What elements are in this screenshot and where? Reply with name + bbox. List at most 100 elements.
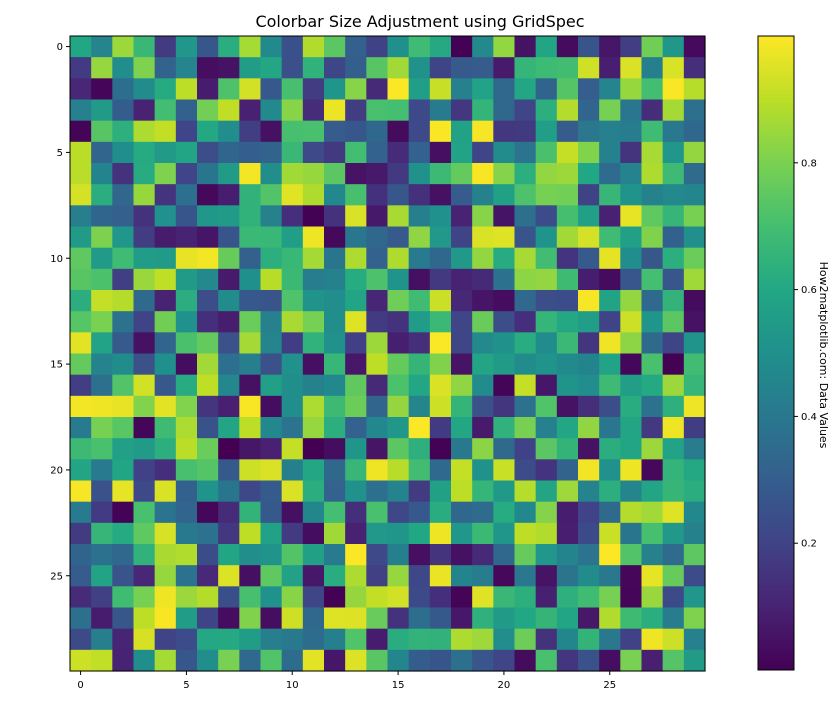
heatmap-cell [408, 544, 431, 566]
heatmap-cell [260, 565, 283, 587]
heatmap-cell [408, 522, 431, 545]
heatmap-cell [514, 99, 537, 122]
heatmap-cell [493, 99, 516, 122]
heatmap-cell [599, 205, 621, 228]
heatmap-cell [599, 480, 621, 503]
heatmap-cell [493, 607, 516, 630]
heatmap-cell [620, 78, 643, 101]
heatmap-cell [387, 459, 410, 482]
heatmap-cell [218, 565, 240, 587]
heatmap-cell [387, 332, 410, 355]
heatmap-cell [599, 565, 621, 587]
heatmap-cell [514, 226, 537, 249]
heatmap-cell [302, 438, 325, 460]
heatmap-cell [556, 205, 579, 228]
heatmap-cell [535, 649, 558, 672]
heatmap-cell [345, 586, 367, 609]
heatmap-cell [535, 290, 558, 312]
heatmap-cell [260, 586, 283, 609]
heatmap-cell [493, 501, 516, 524]
heatmap-cell [260, 522, 283, 545]
heatmap-cell [218, 57, 240, 79]
heatmap-cell [683, 628, 706, 651]
heatmap-cell [345, 290, 367, 312]
heatmap-cell [578, 501, 600, 524]
heatmap-cell [451, 268, 473, 291]
heatmap-cell [683, 438, 706, 460]
heatmap-cell [429, 395, 452, 418]
heatmap-cell [112, 607, 135, 630]
heatmap-cell [112, 78, 135, 101]
heatmap-cell [218, 36, 240, 58]
heatmap-cell [239, 353, 262, 376]
heatmap-cell [112, 184, 135, 206]
heatmap-cell [514, 480, 537, 503]
heatmap-cell [218, 226, 240, 249]
heatmap-cell [662, 78, 685, 101]
heatmap-cell [133, 628, 156, 651]
heatmap-cell [641, 438, 664, 460]
heatmap-cell [302, 565, 325, 587]
heatmap-cell [302, 163, 325, 185]
heatmap-cell [218, 438, 240, 460]
heatmap-cell [493, 544, 516, 566]
heatmap-cell [324, 501, 346, 524]
heatmap-cell [662, 141, 685, 164]
y-tick-label: 10 [50, 254, 63, 265]
heatmap-cell [218, 78, 240, 101]
heatmap-cell [91, 184, 113, 206]
heatmap-cells [70, 36, 706, 672]
heatmap-cell [366, 99, 389, 122]
heatmap-cell [239, 226, 262, 249]
heatmap-cell [408, 501, 431, 524]
heatmap-cell [387, 395, 410, 418]
heatmap-cell [133, 353, 156, 376]
heatmap-cell [472, 417, 494, 439]
heatmap-cell [408, 247, 431, 270]
heatmap-cell [535, 353, 558, 376]
heatmap-cell [451, 163, 473, 185]
colorbar-tick-label: 0.4 [801, 412, 817, 423]
heatmap-cell [451, 99, 473, 122]
heatmap-cell [429, 226, 452, 249]
heatmap-cell [239, 78, 262, 101]
heatmap-cell [133, 501, 156, 524]
heatmap-cell [451, 522, 473, 545]
heatmap-cell [154, 247, 177, 270]
heatmap-cell [472, 247, 494, 270]
heatmap-cell [683, 565, 706, 587]
heatmap-cell [133, 184, 156, 206]
heatmap-cell [260, 36, 283, 58]
heatmap-cell [260, 480, 283, 503]
heatmap-cell [641, 628, 664, 651]
heatmap-cell [472, 438, 494, 460]
heatmap-cell [324, 586, 346, 609]
heatmap-cell [493, 141, 516, 164]
heatmap-cell [218, 586, 240, 609]
heatmap-cell [133, 438, 156, 460]
heatmap-cell [112, 311, 135, 333]
heatmap-cell [366, 417, 389, 439]
heatmap-cell [91, 374, 113, 397]
heatmap-cell [429, 438, 452, 460]
heatmap-cell [408, 586, 431, 609]
heatmap-cell [662, 226, 685, 249]
heatmap-cell [514, 522, 537, 545]
heatmap-cell [514, 501, 537, 524]
heatmap-cell [556, 649, 579, 672]
heatmap-cell [535, 311, 558, 333]
heatmap-cell [260, 205, 283, 228]
heatmap-cell [620, 141, 643, 164]
heatmap-cell [154, 120, 177, 143]
heatmap-cell [662, 57, 685, 79]
heatmap-cell [429, 290, 452, 312]
heatmap-cell [281, 184, 304, 206]
heatmap-cell [197, 565, 219, 587]
heatmap-cell [239, 268, 262, 291]
heatmap-cell [662, 501, 685, 524]
heatmap-cell [535, 565, 558, 587]
heatmap-cell [281, 290, 304, 312]
heatmap-cell [662, 311, 685, 333]
heatmap-cell [345, 57, 367, 79]
